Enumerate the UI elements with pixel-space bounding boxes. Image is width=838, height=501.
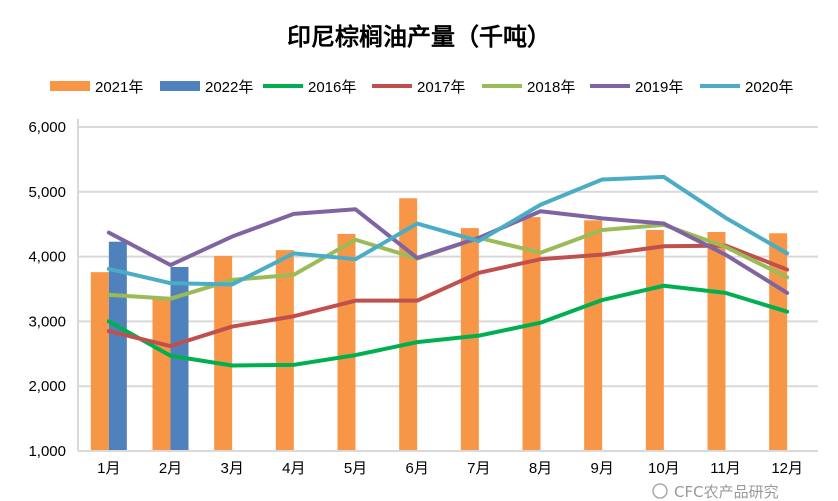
legend-label: 2017年 [417,79,465,96]
line-2019年 [106,207,790,295]
bar-2021年 [214,255,233,451]
bar-2021年 [460,228,479,451]
legend-label: 2016年 [308,79,356,96]
bar-2021年 [522,217,541,451]
x-tick-label: 6月 [405,460,428,477]
watermark-text: CFC农产品研究 [674,483,779,501]
x-tick-label: 12月 [771,460,803,477]
bar-2021年 [275,250,294,451]
y-tick-label: 1,000 [28,443,66,460]
legend-label: 2018年 [527,79,575,96]
legend-swatch [160,81,200,91]
y-tick-label: 3,000 [28,313,66,330]
x-tick-label: 10月 [648,460,680,477]
line-2020年 [106,174,790,287]
bar-2021年 [152,298,171,451]
legend-label: 2019年 [635,79,683,96]
y-tick-label: 6,000 [28,119,66,136]
chart-title: 印尼棕榈油产量（千吨） [287,22,551,51]
x-tick-label: 5月 [344,460,367,477]
x-tick-label: 2月 [159,460,182,477]
x-tick-label: 8月 [529,460,552,477]
x-tick-label: 7月 [467,460,490,477]
x-tick-label: 1月 [97,460,120,477]
y-tick-label: 2,000 [28,378,66,395]
x-tick-label: 4月 [282,460,305,477]
x-tick-label: 11月 [710,460,741,477]
bar-2021年 [399,198,418,451]
bar-2021年 [769,233,788,451]
wechat-icon [652,483,668,499]
legend-label: 2021年 [95,79,143,96]
bar-2021年 [337,233,356,451]
line-2017年 [106,243,790,349]
legend-label: 2020年 [745,79,793,96]
bar-2021年 [707,231,726,451]
bar-2021年 [584,220,603,451]
legend-label: 2022年 [205,79,253,96]
y-tick-label: 4,000 [28,249,66,266]
bar-2021年 [90,272,109,451]
x-tick-label: 3月 [220,460,243,477]
line-2016年 [106,283,790,368]
x-tick-label: 9月 [590,460,613,477]
bar-2021年 [645,230,664,451]
y-tick-label: 5,000 [28,184,66,201]
watermark: CFC农产品研究 [652,483,779,501]
legend-swatch [50,81,90,91]
